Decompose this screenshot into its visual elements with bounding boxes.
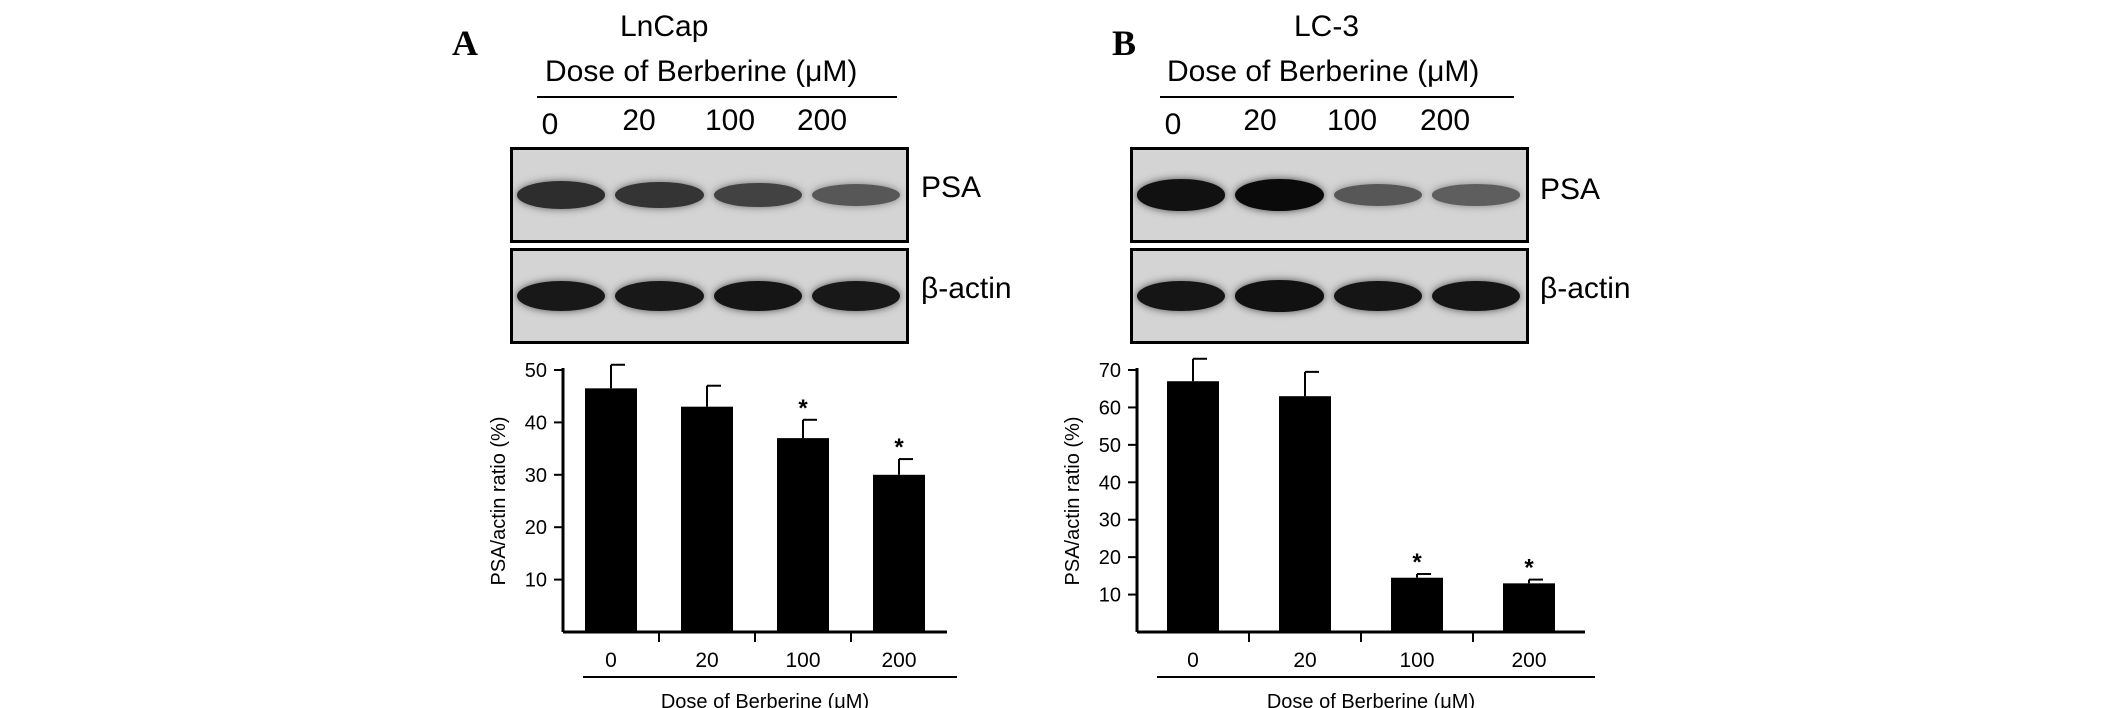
- x-tick-label: 20: [695, 649, 718, 672]
- x-tick-label: 0: [605, 649, 617, 672]
- significance-mark: *: [894, 434, 904, 461]
- bar-chart-lc3: 10 20 30 40 50 60 70 0 20 * 100 * 200 Dose of Berberi…: [1062, 357, 1595, 708]
- western-blot-psa: [1130, 147, 1529, 243]
- blot-band: [713, 280, 802, 312]
- dose-header-underline: [537, 96, 897, 98]
- blot-band: [1333, 280, 1422, 312]
- y-tick-label: 60: [1099, 397, 1121, 419]
- blot-band: [517, 280, 606, 312]
- blot-band: [517, 181, 606, 209]
- blot-band: [1431, 184, 1520, 206]
- bar: [1503, 583, 1555, 632]
- bar: [585, 388, 637, 632]
- blot-band: [1137, 179, 1226, 211]
- y-tick-label: 50: [1099, 435, 1121, 457]
- x-tick-label: 100: [1399, 649, 1434, 672]
- bar: [1167, 381, 1219, 632]
- protein-label: β-actin: [921, 272, 1012, 305]
- bar: [1391, 577, 1443, 632]
- bar: [1279, 396, 1331, 632]
- y-tick-label: 30: [525, 465, 547, 487]
- blot-band: [1235, 280, 1324, 312]
- cell-line-title: LnCap: [620, 10, 709, 43]
- y-tick-label: 30: [1099, 510, 1121, 532]
- lane-label: 0: [1164, 108, 1182, 141]
- panel-b: B LC-3 Dose of Berberine (μM) 0 20 100 2…: [1062, 0, 1710, 708]
- panel-label: A: [452, 23, 478, 63]
- blot-band: [811, 183, 900, 207]
- y-tick-label: 50: [525, 360, 547, 382]
- x-tick-label: 200: [1511, 649, 1546, 672]
- blot-band: [1333, 183, 1422, 207]
- y-tick-label: 20: [525, 517, 547, 539]
- blot-band: [713, 182, 802, 208]
- significance-mark: *: [798, 395, 808, 422]
- x-tick-label: 100: [785, 649, 820, 672]
- protein-label: β-actin: [1540, 272, 1631, 305]
- bar: [681, 406, 733, 632]
- dose-header-underline: [1160, 96, 1514, 98]
- lane-label: 100: [704, 104, 756, 137]
- y-tick-label: 40: [1099, 472, 1121, 494]
- cell-line-title: LC-3: [1294, 10, 1360, 43]
- lane-label: 200: [1419, 104, 1471, 137]
- lane-label: 100: [1326, 104, 1378, 137]
- x-axis-label: Dose of Berberine (μM): [661, 691, 869, 708]
- blot-band: [1235, 179, 1324, 211]
- x-tick-label: 20: [1293, 649, 1316, 672]
- bar: [777, 438, 829, 632]
- dose-header: Dose of Berberine (μM): [1167, 55, 1480, 88]
- y-tick-label: 10: [1099, 585, 1121, 607]
- western-blot-actin: [510, 248, 909, 344]
- lane-label: 20: [1243, 104, 1277, 137]
- y-axis-label: PSA/actin ratio (%): [488, 417, 510, 586]
- dose-header: Dose of Berberine (μM): [545, 55, 858, 88]
- panel-label: B: [1112, 23, 1137, 63]
- x-axis-label: Dose of Berberine (μM): [1267, 691, 1475, 708]
- y-tick-label: 20: [1099, 547, 1121, 569]
- blot-band: [1431, 280, 1520, 312]
- lane-label: 0: [541, 108, 559, 141]
- y-tick-label: 40: [525, 412, 547, 434]
- significance-mark: *: [1412, 549, 1422, 576]
- protein-label: PSA: [921, 171, 982, 204]
- lane-label: 200: [796, 104, 848, 137]
- western-blot-psa: [510, 147, 909, 243]
- y-tick-label: 70: [1099, 360, 1121, 382]
- protein-label: PSA: [1540, 173, 1601, 206]
- bar-chart-lncap: 10 20 30 40 50 0 20 * 100 * 200 Dose of Berberine (…: [488, 360, 957, 708]
- panel-a: A LnCap Dose of Berberine (μM) 0 20 100 …: [440, 0, 1040, 708]
- blot-band: [811, 280, 900, 312]
- blot-band: [615, 280, 704, 312]
- bar: [873, 474, 925, 632]
- western-blot-actin: [1130, 248, 1529, 344]
- y-axis-label: PSA/actin ratio (%): [1062, 417, 1084, 586]
- blot-band: [1137, 280, 1226, 312]
- significance-mark: *: [1524, 555, 1534, 582]
- x-tick-label: 200: [881, 649, 916, 672]
- blot-band: [615, 181, 704, 209]
- lane-label: 20: [622, 104, 656, 137]
- x-tick-label: 0: [1187, 649, 1199, 672]
- y-tick-label: 10: [525, 570, 547, 592]
